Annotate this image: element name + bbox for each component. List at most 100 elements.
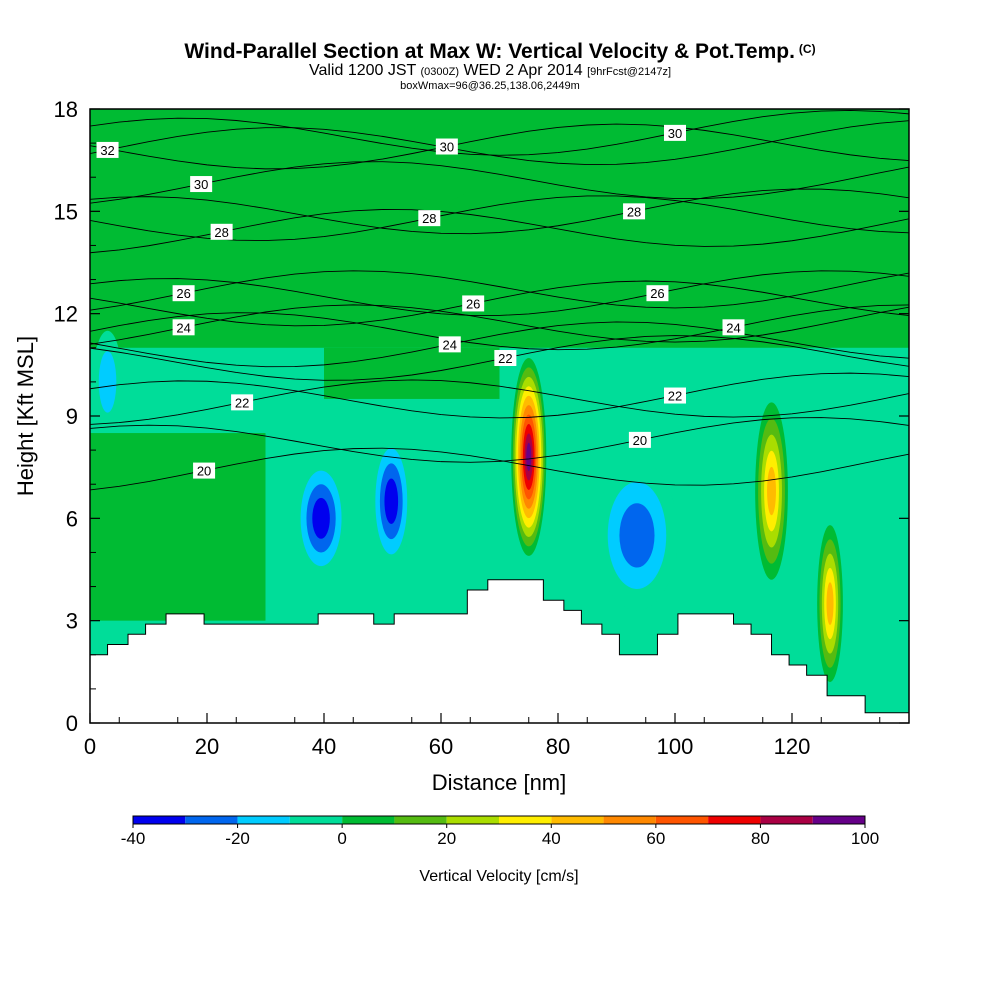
isentrope-line <box>90 304 909 351</box>
isentrope-label: 22 <box>494 350 517 367</box>
w-feature <box>92 330 123 434</box>
isentrope-label: 28 <box>623 203 646 220</box>
isentrope-label-bg <box>172 319 195 336</box>
w-contour-fill <box>526 442 532 472</box>
isentrope-line <box>90 161 909 204</box>
colorbar-swatch <box>655 816 709 824</box>
w-contour-fill <box>98 351 117 413</box>
isentrope-label-bg <box>210 223 233 240</box>
colorbar-swatch <box>603 816 656 824</box>
colorbar-tick-label: 80 <box>751 829 770 848</box>
colorbar-swatch <box>133 816 186 824</box>
w-feature <box>370 433 412 570</box>
isentrope-label-bg <box>418 210 441 227</box>
terrain-profile <box>90 579 909 723</box>
isentrope-label: 22 <box>664 387 686 404</box>
w-feature <box>755 402 788 580</box>
w-contour-fill <box>767 466 776 516</box>
w-feature <box>511 358 547 556</box>
isentrope-line <box>90 188 909 235</box>
isentrope-label-bg <box>494 350 517 367</box>
isentrope-label-text: 20 <box>633 433 647 448</box>
isentrope-line <box>90 417 909 463</box>
isentrope-label-bg <box>438 336 461 353</box>
isentrope-label-text: 26 <box>466 296 480 311</box>
colorbar-tick-label: 0 <box>337 829 346 848</box>
isentrope-line <box>90 280 909 327</box>
isentrope-label-text: 30 <box>440 140 454 155</box>
isentrope-label: 28 <box>418 210 441 227</box>
isentrope-label-bg <box>172 285 195 302</box>
y-axis-label: Height [Kft MSL] <box>13 336 38 496</box>
valid-utc-time: (0300Z) <box>420 66 459 78</box>
isentrope-line <box>90 110 909 156</box>
colorbar-tick-label: 60 <box>646 829 665 848</box>
x-tick-label: 100 <box>657 734 694 759</box>
chart-title-main: Wind-Parallel Section at Max W: Vertical… <box>184 40 795 63</box>
isentrope-label-bg <box>193 462 216 479</box>
colorbar-swatch <box>342 816 395 824</box>
x-tick-label: 0 <box>84 734 96 759</box>
colorbar-swatch <box>446 816 499 824</box>
isentrope-label-text: 28 <box>214 225 228 240</box>
colorbar-swatch <box>185 816 238 824</box>
isentrope-label-text: 26 <box>176 286 190 301</box>
isentrope-label-text: 30 <box>194 177 208 192</box>
x-tick-label: 120 <box>774 734 811 759</box>
isentrope-label: 26 <box>172 285 195 302</box>
chart-title: Wind-Parallel Section at Max W: Vertical… <box>0 38 1000 63</box>
forecast-info: [9hrFcst@2147z] <box>587 66 672 78</box>
mid-zone <box>324 347 500 399</box>
isentrope-line <box>90 270 909 311</box>
isentrope-labels: 32 30 30 30 28 28 28 26 26 26 24 24 24 22 22 22 20 20 <box>96 124 745 479</box>
isentrope-label-text: 24 <box>726 320 740 335</box>
isentrope-label-text: 30 <box>668 126 682 141</box>
colorbar-frame <box>132 815 866 825</box>
isentrope-label-bg <box>646 285 669 302</box>
isentrope-label-text: 22 <box>235 395 249 410</box>
isentrope-label-bg <box>462 295 485 312</box>
colorbar-swatch <box>289 816 343 824</box>
colorbar-swatch <box>760 816 813 824</box>
isentrope-line <box>90 379 909 425</box>
x-tick-label: 40 <box>312 734 336 759</box>
isentrope-label-text: 32 <box>100 143 114 158</box>
colorbar-label: Vertical Velocity [cm/s] <box>419 868 578 885</box>
colorbar-tick-label: 40 <box>542 829 561 848</box>
isentrope-label-bg <box>664 124 686 141</box>
box-wmax-info: boxWmax=96@36.25,138.06,2449m <box>400 80 580 92</box>
terrain <box>90 579 909 723</box>
axes: 0 20 40 60 80 100 120 0 3 6 9 12 15 18 <box>54 97 909 759</box>
isentrope-label-bg <box>628 431 651 448</box>
w-feature <box>400 119 482 202</box>
isentrope-label: 24 <box>722 319 745 336</box>
isentrope-line <box>90 447 909 491</box>
w-feature <box>817 525 843 683</box>
isentrope-label-bg <box>96 141 119 158</box>
y-tick-label: 12 <box>54 302 78 327</box>
isentrope-label-text: 24 <box>443 337 457 352</box>
y-tick-label: 6 <box>66 506 78 531</box>
isentrope-line <box>90 270 909 316</box>
colorbar: -40 -20 0 20 40 60 80 100 <box>121 815 879 848</box>
y-tick-label: 9 <box>66 404 78 429</box>
colorbar-tick-label: -20 <box>225 829 250 848</box>
isentrope-label-text: 28 <box>422 211 436 226</box>
isentrope-label: 26 <box>646 285 669 302</box>
isentrope-label-bg <box>722 319 745 336</box>
colorbar-swatch <box>499 816 552 824</box>
colorbar-swatch <box>551 816 604 824</box>
isentrope-label: 20 <box>628 431 651 448</box>
w-contour-fill <box>312 497 330 539</box>
isentrope-label-bg <box>623 203 646 220</box>
isentrope-label: 30 <box>435 138 458 155</box>
isentrope-label: 28 <box>210 223 233 240</box>
y-tick-label: 18 <box>54 97 78 122</box>
w-contour-fill <box>619 503 655 568</box>
colorbar-tick-label: 20 <box>437 829 456 848</box>
isentrope-label: 20 <box>193 462 216 479</box>
isentrope-label-text: 24 <box>176 320 190 335</box>
isentrope-label-bg <box>231 394 254 411</box>
y-tick-label: 3 <box>66 609 78 634</box>
isentrope-label-text: 28 <box>627 204 641 219</box>
